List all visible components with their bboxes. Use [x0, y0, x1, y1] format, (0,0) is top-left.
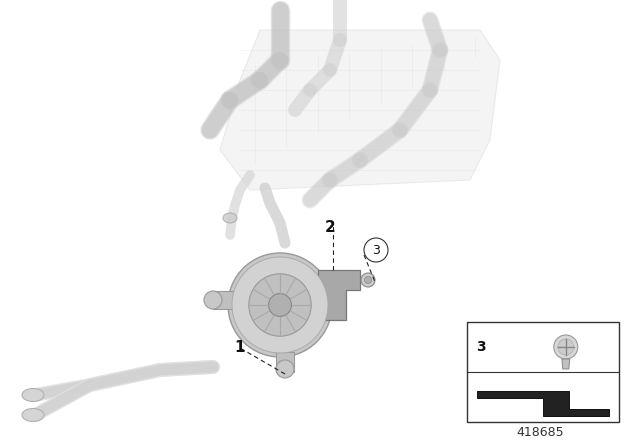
- Circle shape: [276, 360, 294, 378]
- Ellipse shape: [223, 213, 237, 223]
- Polygon shape: [477, 391, 609, 416]
- Polygon shape: [318, 270, 360, 320]
- Circle shape: [364, 238, 388, 262]
- Text: 418685: 418685: [516, 426, 564, 439]
- Ellipse shape: [22, 409, 44, 422]
- Circle shape: [558, 339, 574, 355]
- Text: 3: 3: [476, 340, 486, 354]
- Polygon shape: [220, 30, 500, 190]
- Bar: [276, 352, 294, 372]
- Circle shape: [228, 253, 332, 357]
- Bar: [467, 322, 619, 422]
- Bar: [213, 291, 233, 309]
- Circle shape: [249, 274, 311, 336]
- Text: 1: 1: [235, 340, 245, 356]
- Circle shape: [554, 335, 578, 359]
- Circle shape: [269, 293, 291, 316]
- Text: 2: 2: [324, 220, 335, 236]
- Circle shape: [365, 276, 371, 284]
- Text: 3: 3: [372, 244, 380, 257]
- Circle shape: [232, 257, 328, 353]
- Circle shape: [361, 273, 375, 287]
- Polygon shape: [562, 359, 570, 369]
- Circle shape: [204, 291, 222, 309]
- Ellipse shape: [22, 388, 44, 401]
